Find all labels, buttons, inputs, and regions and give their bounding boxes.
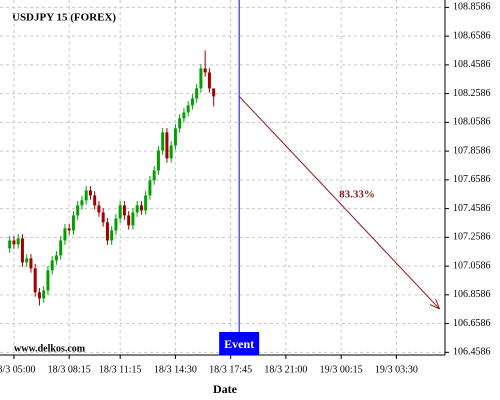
candle-body (169, 145, 173, 159)
candle-body (59, 240, 63, 256)
y-tick-label: 107.0586 (453, 260, 491, 271)
y-tick-label: 106.6586 (453, 318, 491, 329)
candle-body (8, 240, 12, 249)
candle-body (144, 195, 148, 211)
candle-body (165, 132, 169, 159)
projection-label: 83.33% (339, 189, 375, 201)
candle-body (161, 132, 165, 151)
candle-body (127, 215, 131, 226)
y-tick-label: 108.4586 (453, 59, 491, 70)
candle-body (110, 230, 114, 241)
y-tick-label: 107.2586 (453, 232, 491, 243)
y-tick-label: 106.4586 (453, 347, 491, 358)
candle-body (122, 205, 126, 216)
candle-body (42, 290, 46, 299)
candle-body (190, 98, 194, 106)
candle-body (20, 238, 24, 263)
candle-body (207, 72, 211, 89)
x-tick-label: 19/3 03:30 (375, 364, 418, 375)
candle-body (84, 190, 88, 201)
x-tick-label: 18/3 14:30 (154, 364, 197, 375)
x-tick-label: 18/3 21:00 (264, 364, 307, 375)
candle-body (105, 222, 109, 241)
candle-body (93, 195, 97, 206)
y-tick-label: 108.2586 (453, 88, 491, 99)
watermark: www.delkos.com (14, 343, 86, 354)
candle-body (46, 270, 50, 291)
candle-body (173, 128, 177, 146)
candle-body (152, 170, 156, 181)
candle-body (16, 238, 20, 245)
x-tick-label: 18/3 08:15 (48, 364, 91, 375)
candle-body (178, 118, 182, 129)
candle-body (118, 205, 122, 219)
event-box (219, 332, 260, 355)
candle-body (71, 215, 75, 231)
candle-body (80, 200, 84, 206)
candle-body (182, 112, 186, 119)
candle-body (63, 228, 67, 241)
candle-body (76, 205, 80, 216)
candle-body (97, 205, 101, 213)
candle-body (67, 228, 71, 231)
candle-body (54, 255, 58, 261)
candle-body (88, 190, 92, 196)
candle-body (25, 258, 29, 263)
candle-body (50, 260, 54, 271)
event-label: Event (224, 337, 254, 351)
candle-body (101, 212, 105, 223)
candle-body (37, 292, 41, 299)
y-tick-label: 107.8586 (453, 145, 491, 156)
candle-body (12, 240, 16, 245)
candle-body (148, 180, 152, 196)
candle-body (131, 212, 135, 226)
candle-body (33, 268, 37, 293)
candle-body (114, 218, 118, 231)
candle-body (156, 150, 160, 171)
x-tick-label: 19/3 00:15 (320, 364, 363, 375)
x-tick-label: 18/3 05:00 (0, 364, 35, 375)
y-tick-label: 106.8586 (453, 289, 491, 300)
candle-body (139, 205, 143, 211)
candle-body (29, 258, 33, 269)
x-tick-label: 18/3 11:15 (99, 364, 142, 375)
y-tick-label: 107.6586 (453, 174, 491, 185)
candle-body (186, 105, 190, 113)
candle-body (135, 205, 139, 213)
candle-body (212, 88, 216, 97)
x-axis-label: Date (213, 382, 238, 396)
y-tick-label: 108.6586 (453, 30, 491, 41)
candle-body (195, 88, 199, 99)
chart-title: USDJPY 15 (FOREX) (12, 12, 116, 24)
projection-arrow (238, 95, 439, 308)
candle-body (203, 68, 207, 73)
x-tick-label: 18/3 17:45 (209, 364, 252, 375)
candle-body (199, 68, 203, 89)
y-tick-label: 108.0586 (453, 117, 491, 128)
y-tick-label: 107.4586 (453, 203, 491, 214)
y-tick-label: 108.8586 (453, 2, 491, 13)
